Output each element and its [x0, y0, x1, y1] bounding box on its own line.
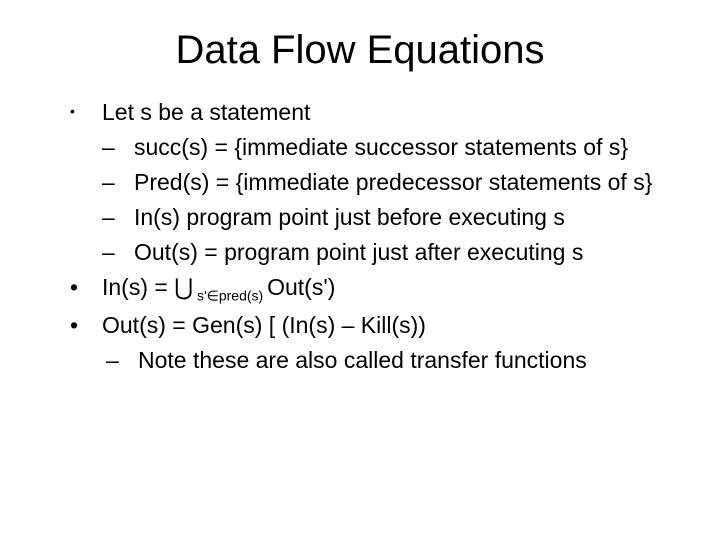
subbullet-pred: Pred(s) = {immediate predecessor stateme… [70, 167, 680, 198]
ins-sub-pre: s' [193, 288, 207, 304]
ins-post: Out(s') [267, 274, 335, 300]
ins-pre: In(s) = [102, 274, 174, 300]
slide-title: Data Flow Equations [0, 0, 720, 93]
element-of-icon: ∈ [207, 288, 219, 304]
subbullet-text: Out(s) = program point just after execut… [134, 239, 583, 265]
subbullet-succ: succ(s) = {immediate successor statement… [70, 132, 680, 163]
outs-post: (In(s) – Kill(s)) [275, 312, 426, 338]
bullet-let-s: Let s be a statement [70, 97, 680, 128]
subbullet-text: In(s) program point just before executin… [134, 204, 565, 230]
subbullet-text: succ(s) = {immediate successor statement… [134, 134, 628, 160]
subbullet-transfer: Note these are also called transfer func… [70, 345, 680, 376]
subbullet-in: In(s) program point just before executin… [70, 202, 680, 233]
subbullet-out: Out(s) = program point just after execut… [70, 237, 680, 268]
ins-sub-post: pred(s) [219, 288, 267, 304]
subbullet-text: Note these are also called transfer func… [138, 347, 587, 373]
slide-body: Let s be a statement succ(s) = {immediat… [0, 97, 720, 376]
outs-pre: Out(s) = Gen(s) [102, 312, 269, 338]
union-icon: ⋃ [174, 274, 193, 300]
bullet-ins-eq: In(s) = ⋃ s'∈pred(s) Out(s') [70, 272, 680, 305]
subbullet-text: Pred(s) = {immediate predecessor stateme… [134, 169, 652, 195]
slide: Data Flow Equations Let s be a statement… [0, 0, 720, 540]
bullet-text: Let s be a statement [102, 99, 310, 125]
bullet-outs-eq: Out(s) = Gen(s) [ (In(s) – Kill(s)) [70, 310, 680, 341]
